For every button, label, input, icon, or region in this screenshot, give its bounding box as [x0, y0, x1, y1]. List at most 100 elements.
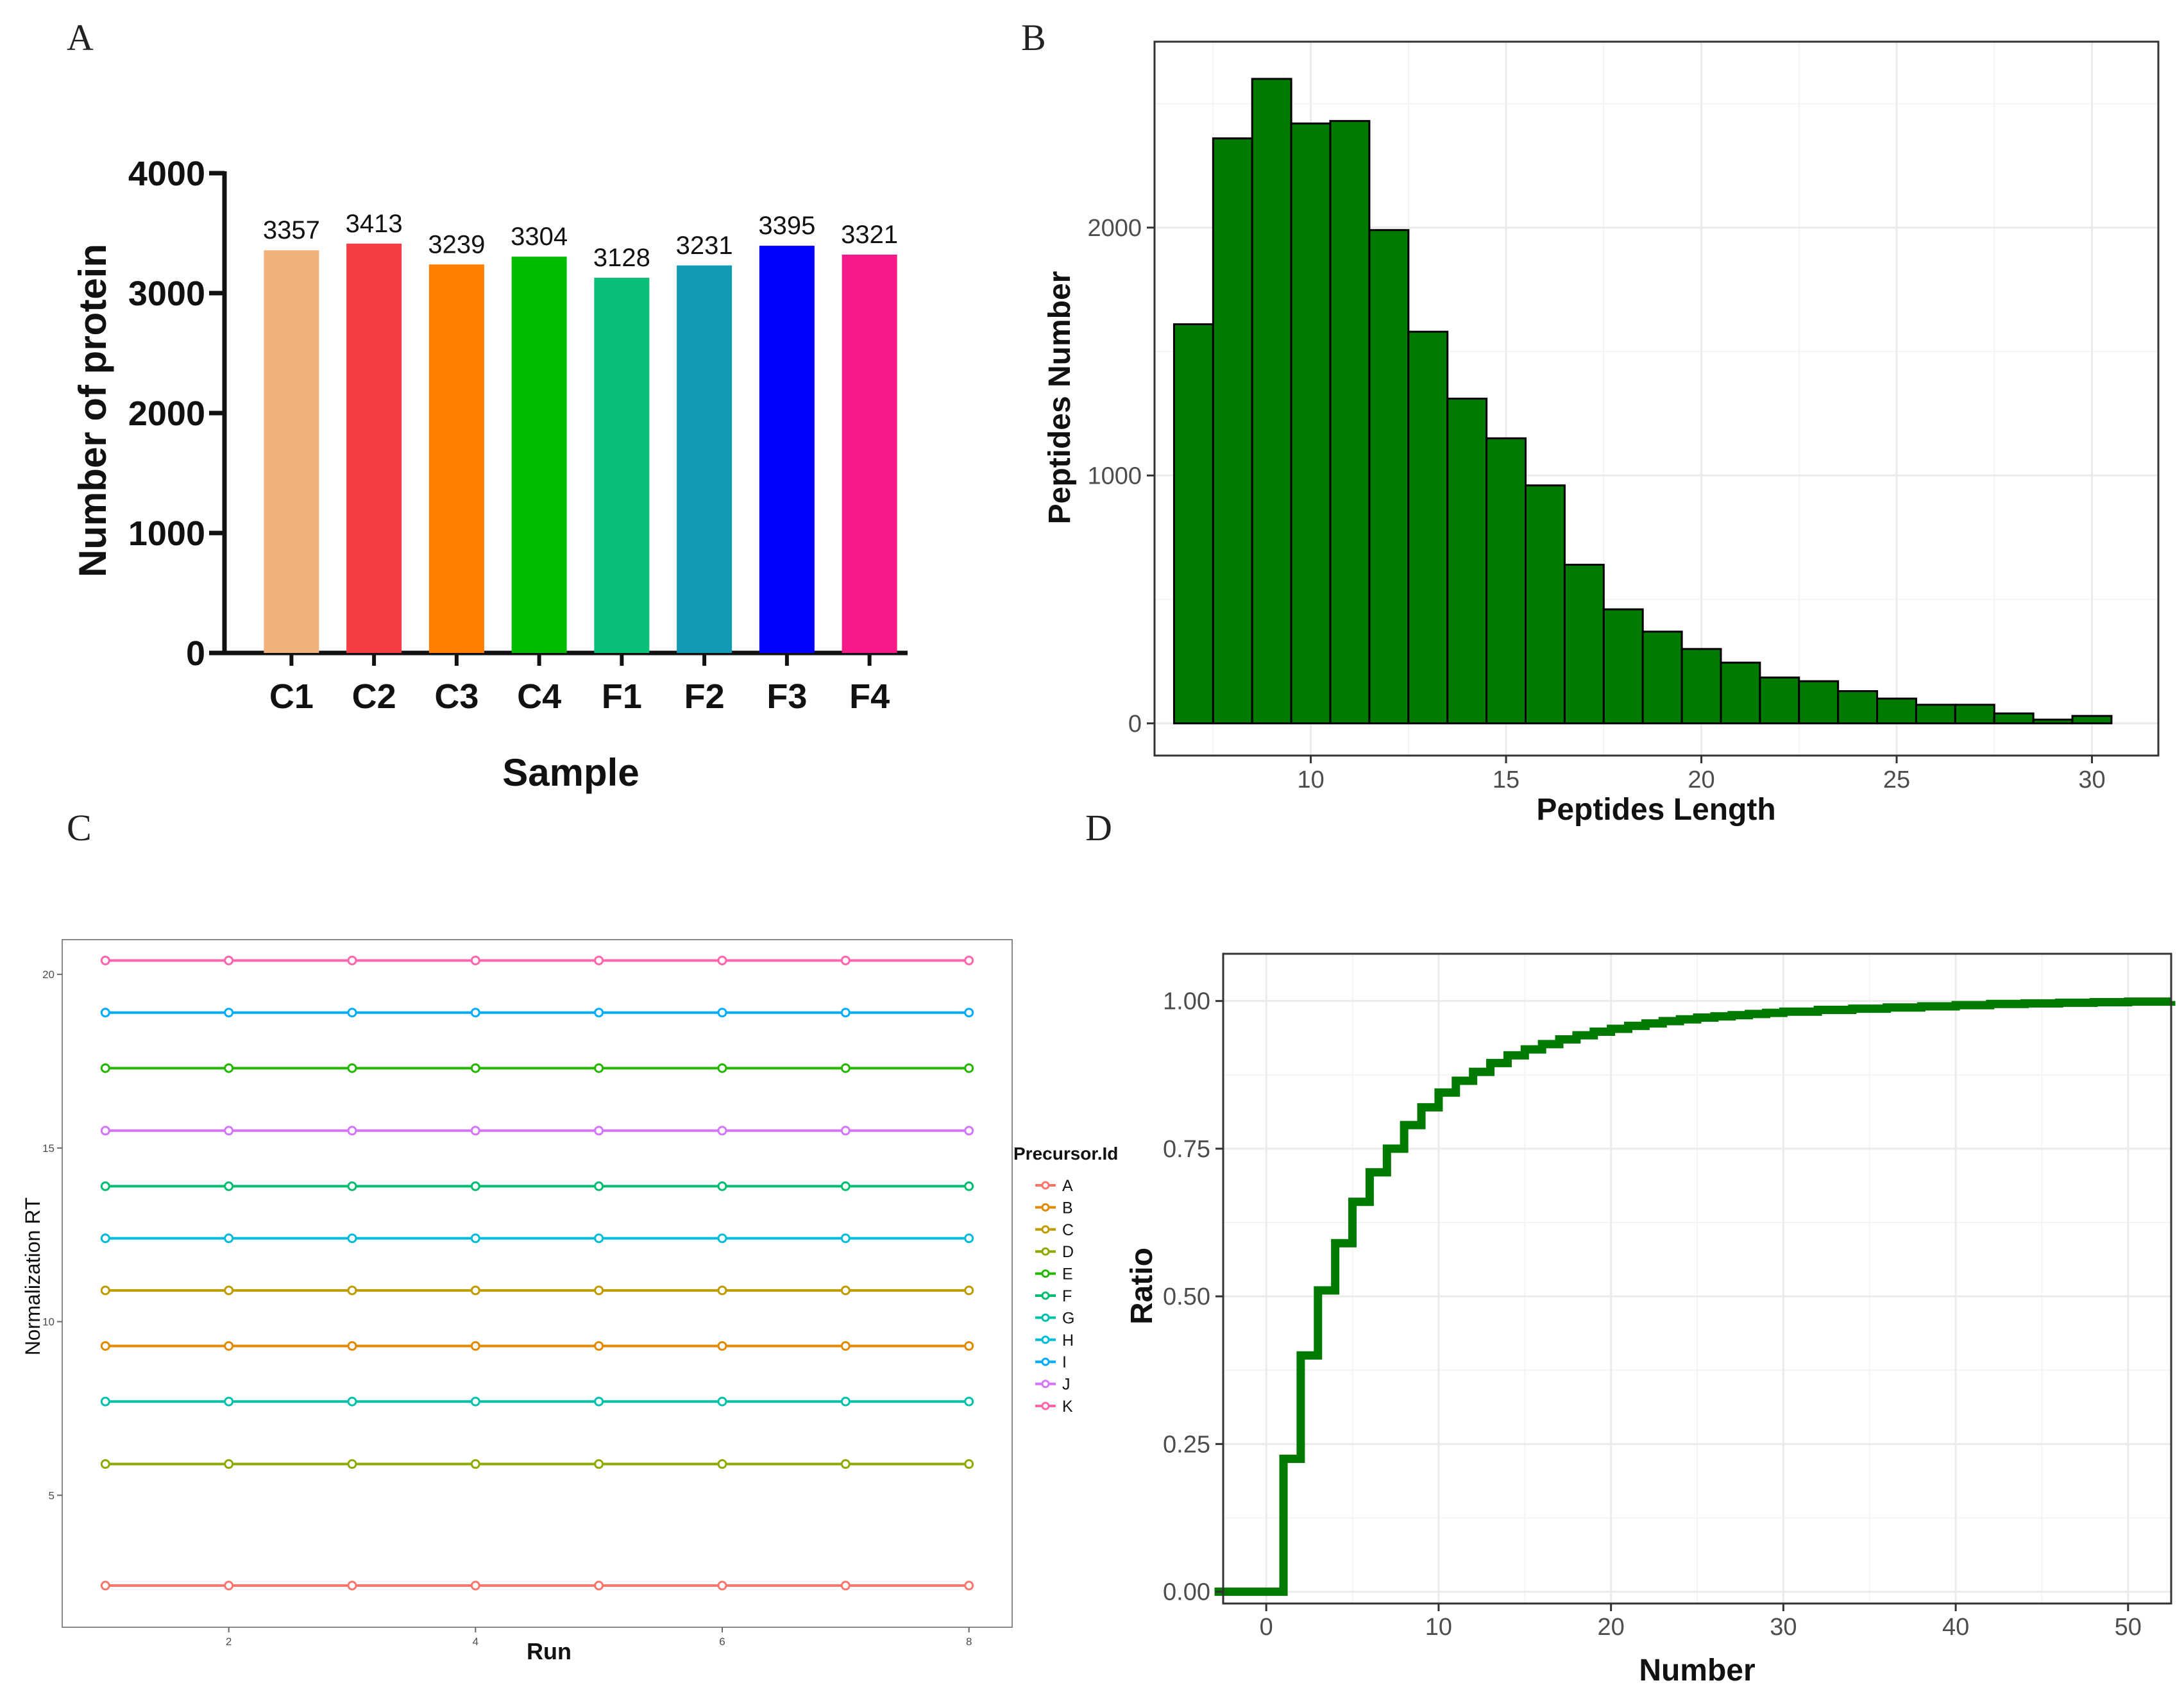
d-panel-border [1222, 952, 2172, 1605]
a-y-tick-label: 2000 [128, 394, 205, 433]
c-legend-marker-D [1041, 1247, 1050, 1256]
c-point-G [717, 1396, 727, 1407]
c-y-tick-label: 15 [42, 1142, 55, 1155]
c-point-A [594, 1580, 604, 1591]
c-point-G [100, 1396, 110, 1407]
c-legend-marker-A [1041, 1181, 1050, 1190]
c-point-D [224, 1459, 234, 1469]
b-bar-length-20 [1680, 648, 1722, 725]
c-x-tick-label: 2 [226, 1636, 232, 1648]
c-point-F [594, 1181, 604, 1191]
c-point-J [224, 1126, 234, 1136]
a-x-tick-label-F1: F1 [602, 677, 642, 716]
c-x-axis-title: Run [527, 1638, 571, 1664]
c-point-A [964, 1580, 974, 1591]
a-x-tick-label-C1: C1 [269, 677, 314, 716]
b-x-tick-label: 25 [1883, 766, 1910, 793]
c-point-B [594, 1341, 604, 1351]
d-x-tick-label: 30 [1770, 1614, 1797, 1641]
c-point-K [347, 955, 357, 965]
c-point-C [470, 1285, 480, 1296]
a-x-tick-label-C2: C2 [352, 677, 396, 716]
c-point-J [470, 1126, 480, 1136]
c-legend-label-A: A [1062, 1177, 1073, 1195]
c-point-K [717, 955, 727, 965]
c-point-A [100, 1580, 110, 1591]
c-point-A [347, 1580, 357, 1591]
chart-a-protein-count: 0 1000 2000 3000 4000 3357 C1 3413 C2 3239 C3 3304 C… [71, 155, 908, 794]
c-point-F [840, 1181, 851, 1191]
c-point-E [224, 1063, 234, 1073]
d-x-tick-label: 0 [1260, 1614, 1273, 1641]
c-legend-label-C: C [1062, 1221, 1074, 1239]
b-bar-length-25 [1876, 697, 1917, 725]
a-bar-F3 [759, 246, 815, 653]
c-point-F [224, 1181, 234, 1191]
c-point-B [717, 1341, 727, 1351]
b-x-axis-title: Peptides Length [1536, 793, 1775, 827]
b-bar-length-26 [1915, 704, 1956, 725]
c-legend-marker-J [1041, 1380, 1050, 1389]
c-point-J [964, 1126, 974, 1136]
d-y-tick-label: 0.25 [1163, 1431, 1210, 1458]
c-point-H [100, 1233, 110, 1244]
c-point-E [717, 1063, 727, 1073]
c-point-A [224, 1580, 234, 1591]
a-data-label-F4: 3321 [841, 221, 898, 249]
c-point-D [717, 1459, 727, 1469]
c-point-J [717, 1126, 727, 1136]
b-y-tick-label: 2000 [1087, 215, 1142, 242]
a-data-label-C2: 3413 [346, 210, 403, 238]
b-bar-length-19 [1641, 630, 1683, 725]
c-point-B [100, 1341, 110, 1351]
d-x-tick-label: 20 [1597, 1614, 1624, 1641]
c-point-G [347, 1396, 357, 1407]
c-point-C [224, 1285, 234, 1296]
c-point-C [594, 1285, 604, 1296]
d-y-tick-label: 0.50 [1163, 1283, 1210, 1310]
a-y-tick-label: 3000 [128, 275, 205, 313]
b-bar-length-15 [1486, 437, 1527, 725]
c-point-A [840, 1580, 851, 1591]
panel-label-a: A [67, 17, 94, 58]
c-point-B [840, 1341, 851, 1351]
b-x-tick-label: 10 [1297, 766, 1324, 793]
b-bar-length-18 [1602, 608, 1644, 725]
c-legend-label-J: J [1062, 1376, 1071, 1394]
c-point-D [470, 1459, 480, 1469]
c-y-tick-label: 10 [42, 1316, 55, 1328]
b-bar-length-13 [1407, 330, 1449, 725]
c-point-H [594, 1233, 604, 1244]
d-x-axis-title: Number [1639, 1654, 1755, 1688]
a-data-label-C1: 3357 [263, 216, 320, 244]
c-point-G [470, 1396, 480, 1407]
c-x-tick-label: 6 [719, 1636, 725, 1648]
a-x-tick-label-F2: F2 [684, 677, 725, 716]
b-bar-length-28 [1993, 712, 2035, 725]
c-point-E [470, 1063, 480, 1073]
a-x-tick-label-F3: F3 [766, 677, 807, 716]
a-data-label-F2: 3231 [676, 232, 733, 260]
c-legend-marker-E [1041, 1269, 1050, 1278]
b-y-tick-label: 1000 [1087, 462, 1142, 489]
c-point-K [100, 955, 110, 965]
c-point-H [964, 1233, 974, 1244]
c-point-F [347, 1181, 357, 1191]
a-data-label-C4: 3304 [511, 223, 568, 251]
a-y-tick-label: 4000 [128, 155, 205, 193]
c-point-K [594, 955, 604, 965]
c-point-H [224, 1233, 234, 1244]
panel-label-b: B [1021, 17, 1046, 58]
c-legend-marker-H [1041, 1335, 1050, 1344]
c-point-K [964, 955, 974, 965]
c-legend-label-K: K [1062, 1398, 1073, 1416]
c-legend-marker-B [1041, 1203, 1050, 1212]
b-bar-length-29 [2032, 718, 2074, 725]
c-point-B [964, 1341, 974, 1351]
c-point-H [717, 1233, 727, 1244]
b-x-tick-label: 15 [1493, 766, 1519, 793]
c-point-H [470, 1233, 480, 1244]
b-x-tick-label: 20 [1688, 766, 1714, 793]
c-point-D [840, 1459, 851, 1469]
c-legend-label-I: I [1062, 1353, 1067, 1371]
